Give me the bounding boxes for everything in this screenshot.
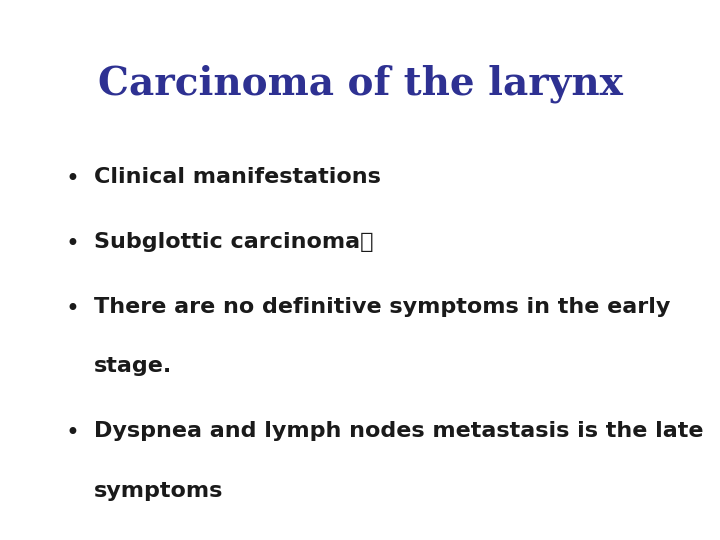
Text: symptoms: symptoms bbox=[94, 481, 223, 501]
Text: Carcinoma of the larynx: Carcinoma of the larynx bbox=[98, 65, 622, 103]
Text: •: • bbox=[65, 232, 79, 256]
Text: •: • bbox=[65, 167, 79, 191]
Text: Dyspnea and lymph nodes metastasis is the late: Dyspnea and lymph nodes metastasis is th… bbox=[94, 421, 703, 441]
Text: stage.: stage. bbox=[94, 356, 172, 376]
Text: Subglottic carcinoma：: Subglottic carcinoma： bbox=[94, 232, 373, 252]
Text: Clinical manifestations: Clinical manifestations bbox=[94, 167, 380, 187]
Text: •: • bbox=[65, 297, 79, 321]
Text: •: • bbox=[65, 421, 79, 445]
Text: There are no definitive symptoms in the early: There are no definitive symptoms in the … bbox=[94, 297, 670, 317]
